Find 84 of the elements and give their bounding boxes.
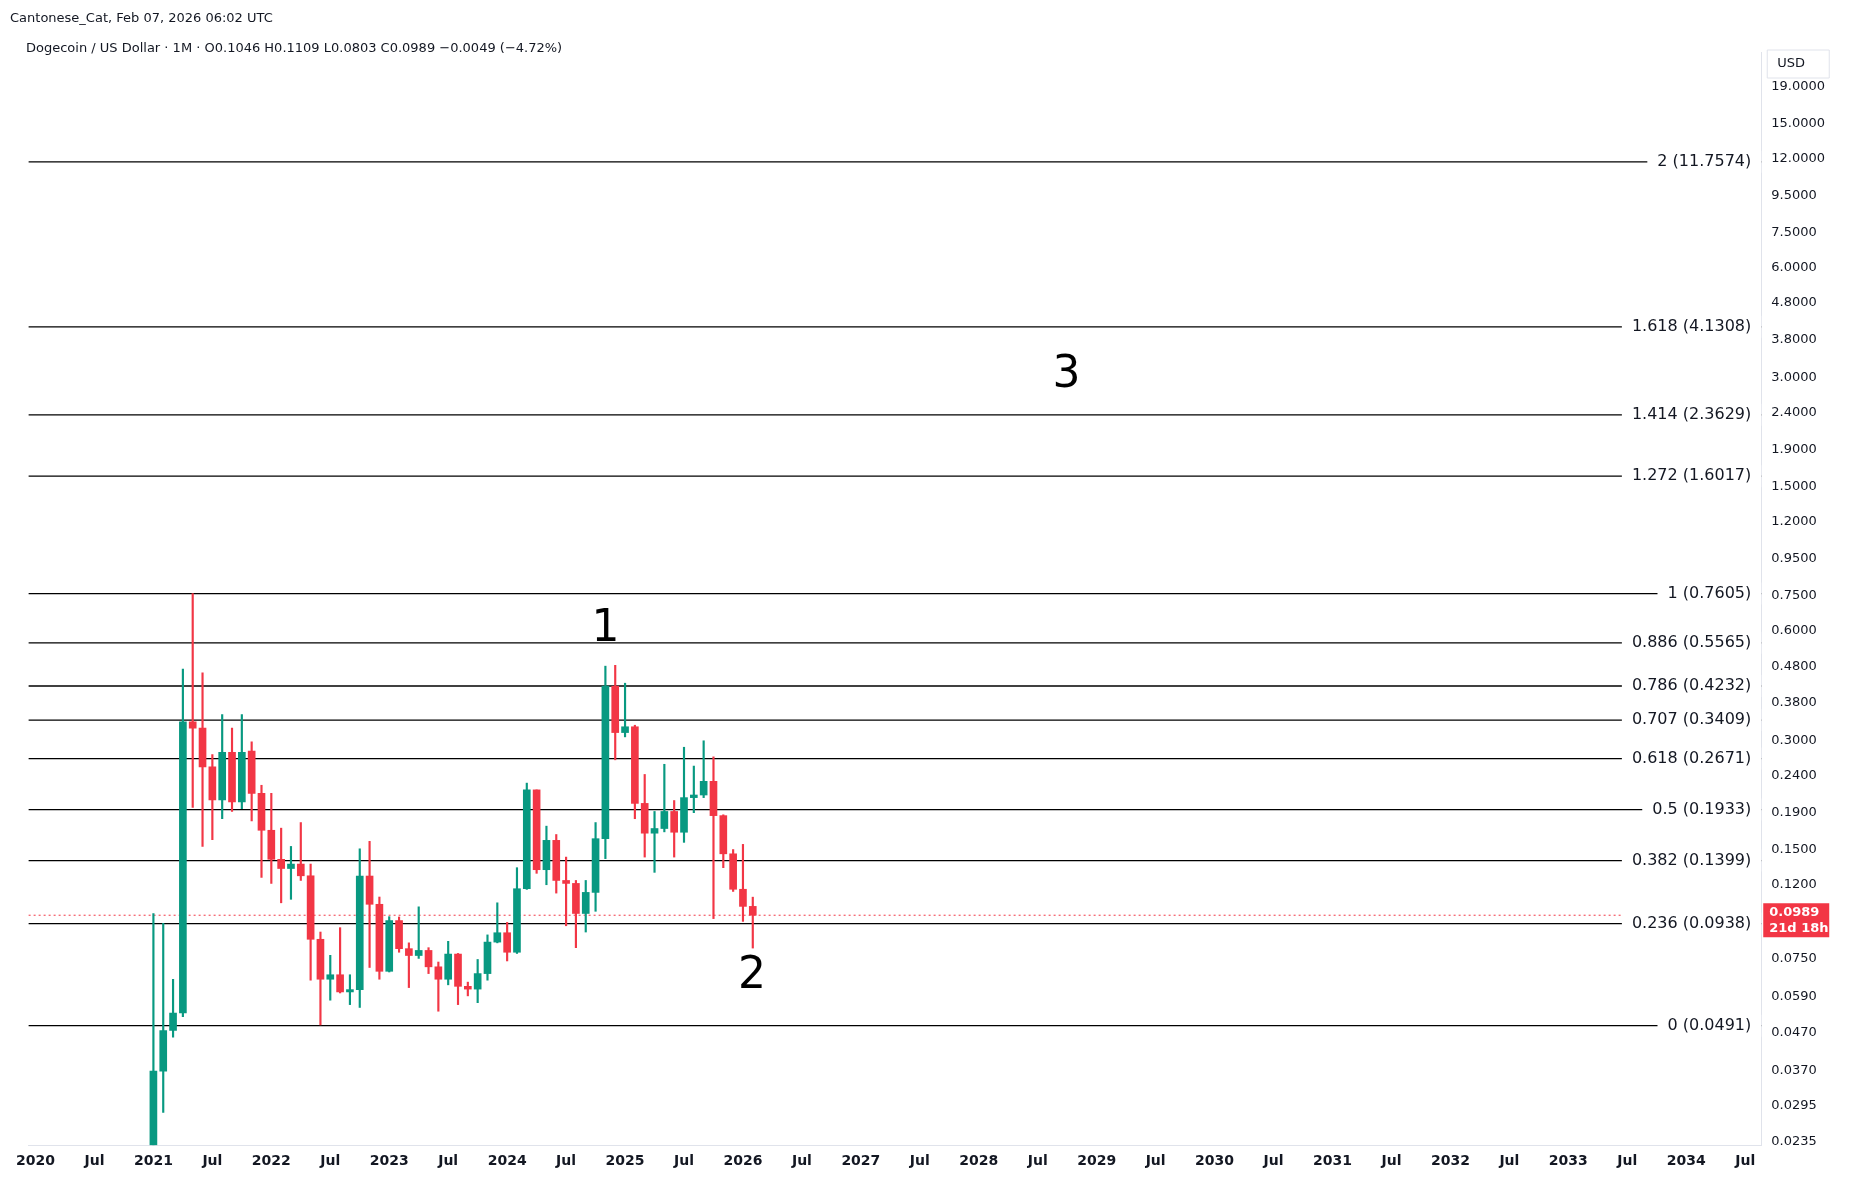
x-tick-label: 2026 <box>723 1152 763 1169</box>
ref-line-label: 0.5 (0.1933) <box>1652 798 1752 818</box>
x-tick-label: Jul <box>790 1152 812 1169</box>
ref-line-label: 1.272 (1.6017) <box>1631 465 1752 485</box>
text: USD <box>1777 55 1806 71</box>
annotation: 2 <box>737 947 766 999</box>
x-tick-label: Jul <box>319 1152 341 1169</box>
x-tick-label: Jul <box>673 1152 694 1169</box>
y-tick-label: 0.1500 <box>1771 840 1817 856</box>
y-tick-label: 0.0470 <box>1771 1023 1817 1039</box>
ref-line-label: 0.707 (0.3409) <box>1631 709 1752 729</box>
y-tick-label: 9.5000 <box>1771 186 1817 202</box>
y-tick-label: 0.3800 <box>1771 694 1817 710</box>
x-tick-label: 2028 <box>959 1152 999 1169</box>
x-tick-label: Jul <box>555 1152 577 1169</box>
x-tick-label: Jul <box>1498 1152 1520 1169</box>
y-tick-label: 19.0000 <box>1771 77 1826 93</box>
y-tick-label: 1.2000 <box>1771 513 1817 529</box>
chart-title: Dogecoin / US Dollar · 1M · O0.1046 H0.1109 L0.0803 C0.0989 −0.0049 (−4.72%) <box>26 40 563 55</box>
text: 21d 18h <box>1769 919 1829 935</box>
x-tick-label: 2020 <box>16 1152 56 1169</box>
annotation: 3 <box>1052 346 1081 398</box>
x-tick-label: Jul <box>201 1152 223 1169</box>
ref-line-label: 0.382 (0.1399) <box>1631 849 1752 869</box>
ref-line-label: 0.786 (0.4232) <box>1631 675 1752 695</box>
x-tick-label: 2032 <box>1430 1152 1470 1169</box>
candlestick <box>188 593 197 808</box>
candlestick <box>198 672 207 847</box>
ref-line-label: 1.618 (4.1308) <box>1631 315 1752 335</box>
ref-line-label: 2 (11.7574) <box>1657 151 1752 171</box>
candlestick <box>365 841 374 968</box>
ref-line-label: 1.414 (2.3629) <box>1631 404 1752 424</box>
y-tick-label: 0.3000 <box>1771 731 1817 747</box>
y-tick-label: 1.9000 <box>1771 440 1817 456</box>
y-tick-label: 3.8000 <box>1771 331 1817 347</box>
x-tick-label: Jul <box>1616 1152 1638 1169</box>
y-tick-label: 3.0000 <box>1771 368 1817 384</box>
x-tick-label: Jul <box>1262 1152 1284 1169</box>
x-tick-label: 2029 <box>1077 1152 1117 1169</box>
x-tick-label: 2021 <box>133 1152 173 1169</box>
x-tick-label: 2034 <box>1666 1152 1706 1169</box>
x-tick-label: Jul <box>1380 1152 1402 1169</box>
x-tick-label: Jul <box>83 1152 105 1169</box>
chart-subtitle: Cantonese_Cat, Feb 07, 2026 06:02 UTC <box>9 9 274 27</box>
x-tick-label: 2024 <box>487 1152 527 1169</box>
x-tick-label: 2023 <box>369 1152 409 1169</box>
y-tick-label: 0.7500 <box>1771 587 1817 603</box>
y-tick-label: 0.0590 <box>1771 988 1817 1004</box>
x-tick-label: Jul <box>908 1152 930 1169</box>
y-tick-label: 0.1900 <box>1771 803 1817 819</box>
y-tick-label: 12.0000 <box>1771 150 1826 166</box>
y-tick-label: 15.0000 <box>1771 114 1826 130</box>
annotation: 1 <box>591 599 620 651</box>
x-tick-label: Jul <box>437 1152 459 1169</box>
x-tick-label: Jul <box>1144 1152 1166 1169</box>
y-tick-label: 4.8000 <box>1771 294 1817 310</box>
ref-line-label: 0.236 (0.0938) <box>1631 912 1752 932</box>
y-tick-label: 0.0750 <box>1771 950 1817 966</box>
x-tick-label: 2022 <box>251 1152 291 1169</box>
y-tick-label: 0.0370 <box>1771 1061 1817 1077</box>
x-tick-label: 2027 <box>841 1152 881 1169</box>
y-tick-label: 1.5000 <box>1771 477 1817 493</box>
ref-line-label: 0.0989 <box>1769 903 1820 919</box>
ref-line-label: 1 (0.7605) <box>1667 582 1752 602</box>
ref-line-label: 0.886 (0.5565) <box>1631 632 1752 651</box>
x-tick-label: Jul <box>1026 1152 1048 1169</box>
y-tick-label: 0.4800 <box>1771 657 1817 673</box>
y-tick-label: 0.0235 <box>1771 1133 1817 1149</box>
candlestick <box>650 811 659 873</box>
y-tick-label: 6.0000 <box>1771 259 1817 275</box>
y-tick-label: 0.1200 <box>1771 876 1817 892</box>
y-tick-label: 7.5000 <box>1771 224 1817 240</box>
y-tick-label: 0.2400 <box>1771 766 1817 782</box>
ref-line-label: 0.618 (0.2671) <box>1631 747 1752 767</box>
x-tick-label: 2025 <box>605 1152 645 1169</box>
ref-line-label: 0 (0.0491) <box>1667 1014 1752 1034</box>
x-tick-label: 2033 <box>1548 1152 1588 1169</box>
y-tick-label: 2.4000 <box>1771 403 1817 419</box>
x-tick-label: Jul <box>1734 1152 1756 1169</box>
y-tick-label: 0.9500 <box>1771 549 1817 565</box>
x-tick-label: 2031 <box>1313 1152 1352 1169</box>
x-tick-label: 2030 <box>1195 1152 1235 1169</box>
y-tick-label: 0.6000 <box>1771 622 1817 638</box>
y-tick-label: 0.0295 <box>1771 1097 1817 1113</box>
